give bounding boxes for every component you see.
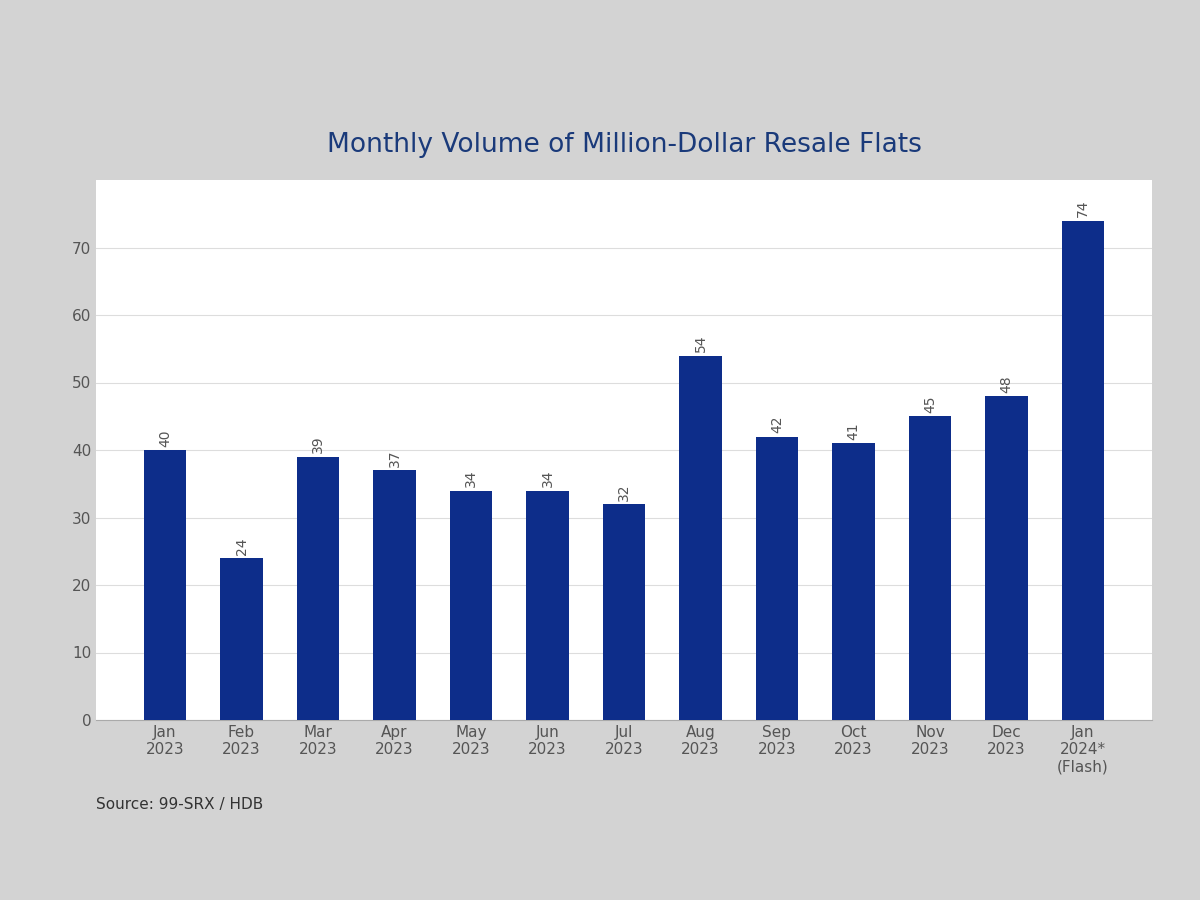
Text: 40: 40 [158,429,172,446]
Bar [373,470,415,720]
Bar [296,457,340,720]
Title: Monthly Volume of Million-Dollar Resale Flats: Monthly Volume of Million-Dollar Resale … [326,132,922,158]
Text: 45: 45 [923,395,937,413]
Text: 24: 24 [234,537,248,554]
Text: 32: 32 [617,483,631,500]
Text: 74: 74 [1076,200,1090,217]
Text: 42: 42 [770,416,784,433]
Text: 54: 54 [694,335,708,352]
Bar [527,491,569,720]
Bar [1062,220,1104,720]
Text: Source: 99-SRX / HDB: Source: 99-SRX / HDB [96,796,263,812]
Bar [679,356,721,720]
Text: 34: 34 [540,470,554,487]
Text: 48: 48 [1000,375,1014,392]
Text: 34: 34 [464,470,478,487]
Bar [450,491,492,720]
Bar [221,558,263,720]
Bar [833,444,875,720]
Bar [756,436,798,720]
Text: 37: 37 [388,449,402,467]
Text: 39: 39 [311,436,325,454]
Bar [908,416,952,720]
Bar [985,396,1027,720]
Text: 41: 41 [846,422,860,440]
Bar [602,504,646,720]
Bar [144,450,186,720]
